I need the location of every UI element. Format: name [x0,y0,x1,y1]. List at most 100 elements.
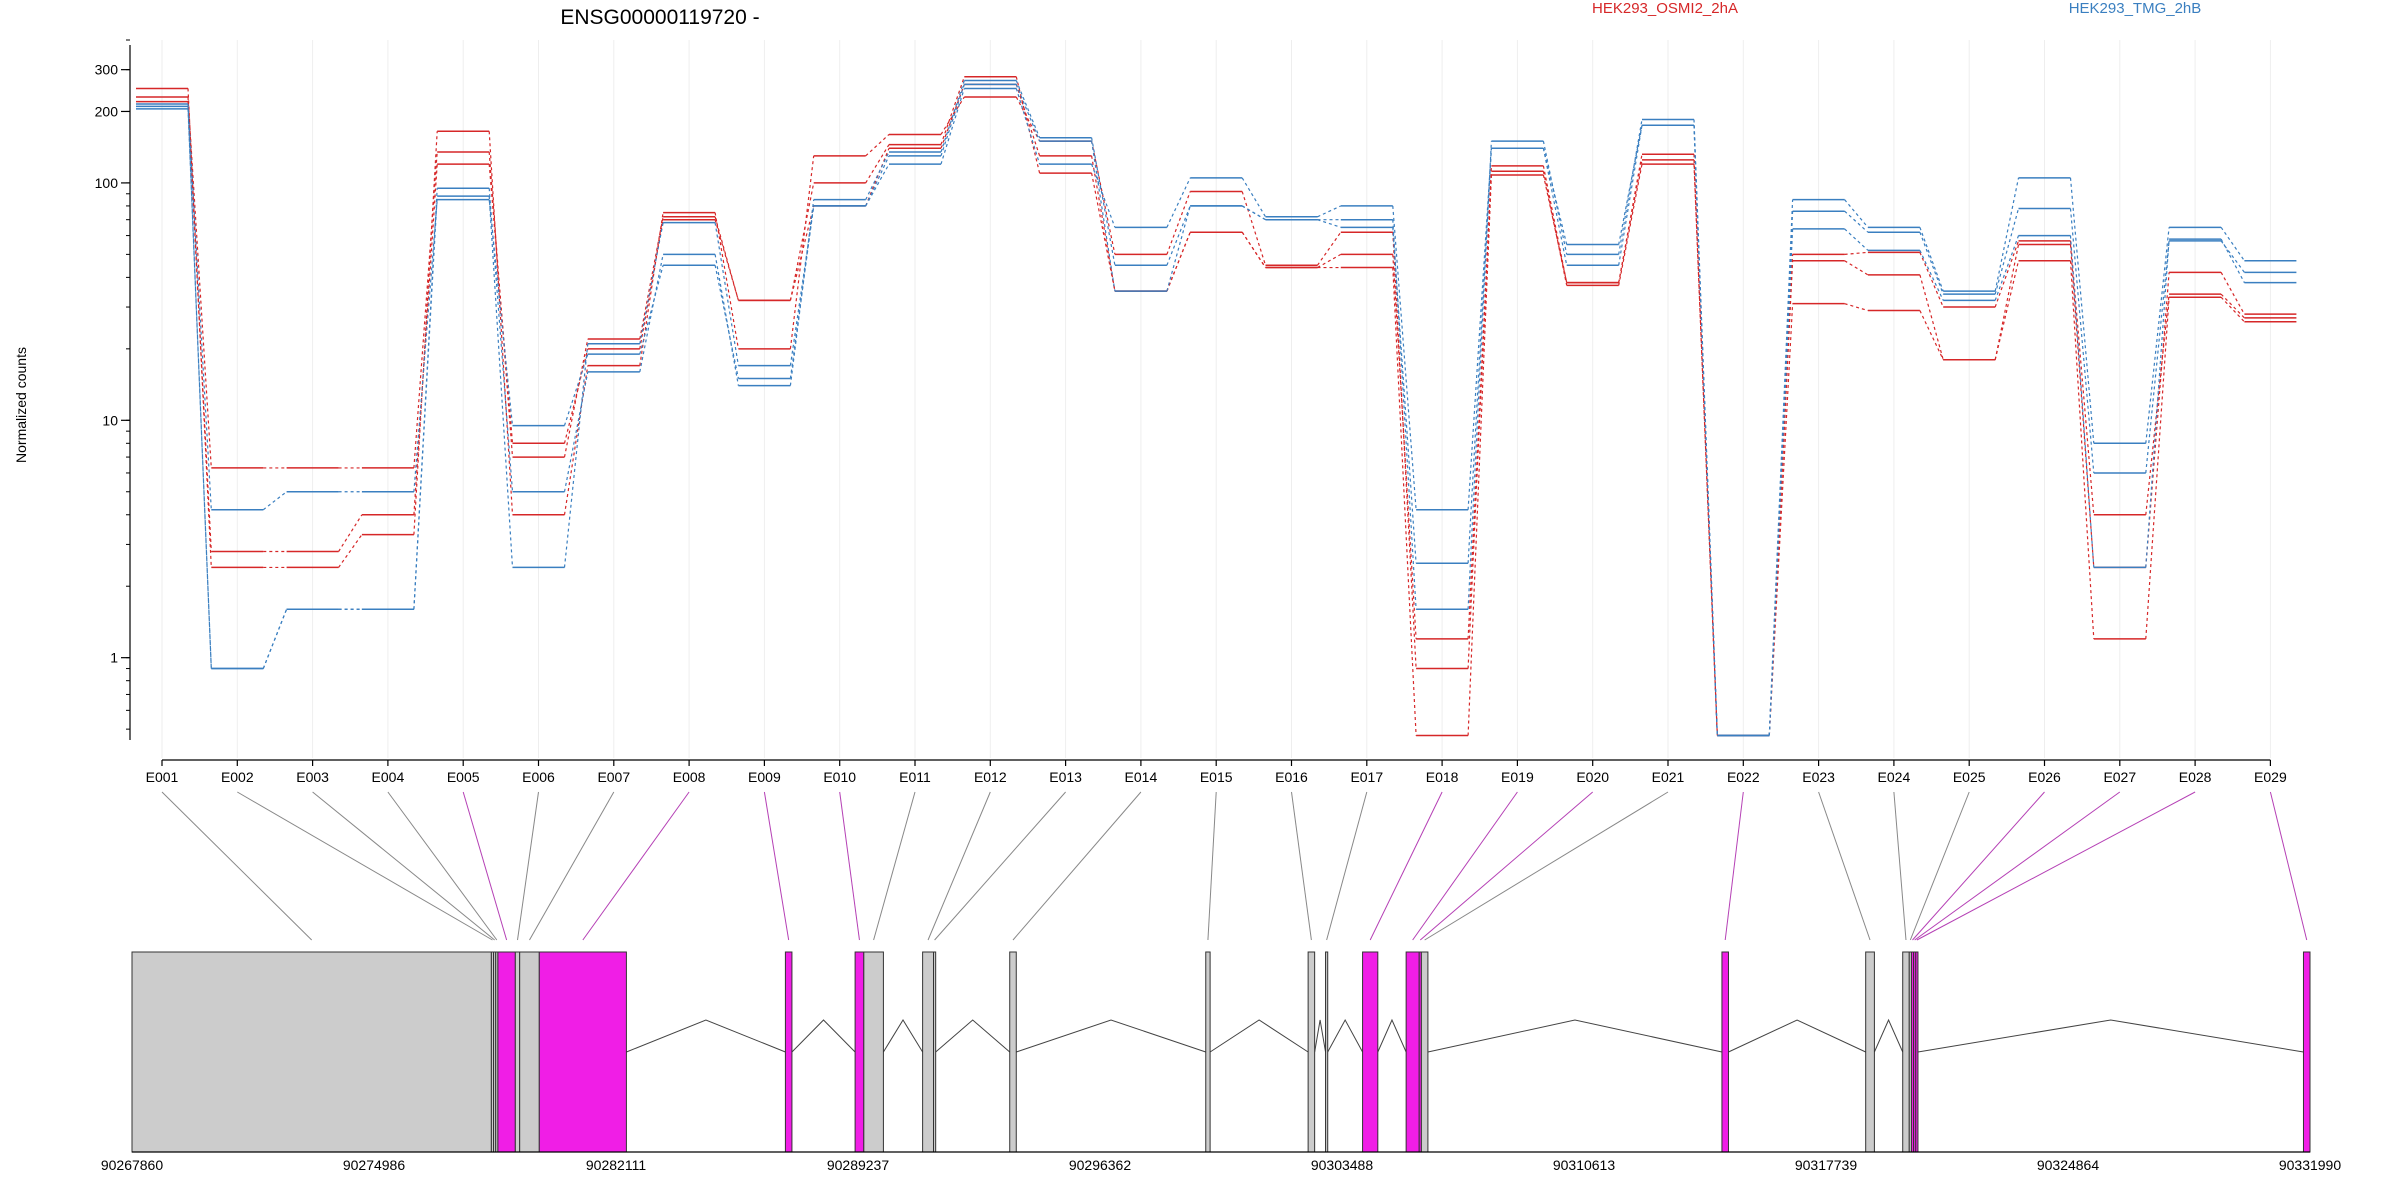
series-connector [2220,238,2245,283]
exon-E014 [1009,951,1017,1153]
connector-E019 [1412,791,1518,941]
x-tick-label-E026: E026 [2028,769,2061,785]
series-connector [789,205,815,379]
x-tick-label-E011: E011 [899,769,931,785]
x-tick-label-E006: E006 [522,769,555,785]
series-connector [1768,303,1794,736]
series-connector [1919,227,1944,292]
x-tick-label-E004: E004 [372,769,405,785]
series-connector [789,199,815,386]
series-connector [488,188,514,492]
series-connector [1618,154,1643,283]
connector-E024 [1893,791,1907,941]
connector-E027 [1914,791,2121,941]
series-connector [2145,240,2170,474]
series-connector [1392,227,1417,564]
connector-E008 [582,791,690,941]
series-connector [1542,140,1568,255]
series-connector [413,151,438,468]
coord-tick-label: 90267860 [101,1157,164,1173]
intron [1728,1019,1866,1053]
series-connector [1091,163,1116,228]
series-connector [2220,296,2245,323]
exon-connectors [161,791,2308,941]
y-tick-label: 10 [102,412,118,428]
coord-tick-label: 90303488 [1311,1157,1374,1173]
series-connector [865,144,890,184]
series-connector [1166,205,1191,292]
series-connector [1618,159,1643,283]
series-connector [940,76,965,145]
x-tick-label-E010: E010 [823,769,856,785]
intron [1327,1018,1364,1053]
series-connector [1844,251,1868,255]
connector-E003 [312,791,495,941]
legend-label-tmg: HEK293_TMG_2hB [2069,0,2202,17]
coord-tick-label: 90296362 [1069,1157,1132,1173]
series-connector [2069,177,2095,444]
exon-E015 [1205,951,1211,1153]
series-connector [940,96,965,135]
series-connector [2220,272,2245,315]
series-connector [1392,205,1417,510]
x-tick-label-E018: E018 [1426,769,1459,785]
series-connector [2220,226,2245,262]
series-connector [1166,231,1191,292]
intron [1314,1019,1327,1053]
connector-E025 [1909,791,1970,941]
series-connector [1392,254,1417,639]
x-tick-label-E023: E023 [1802,769,1835,785]
series-connector [1317,205,1342,218]
series-connector [1844,199,1869,228]
x-tick-label-E009: E009 [748,769,781,785]
series-connector [262,491,287,511]
series-connector [714,265,739,379]
series-connector [714,254,739,386]
series-connector [940,84,965,157]
series-connector [2145,297,2170,639]
series-connector [865,134,890,157]
x-tick-label-E002: E002 [221,769,254,785]
series-connector [1994,235,2020,301]
x-tick-label-E012: E012 [974,769,1007,785]
series-connector [789,205,815,366]
intron [1427,1019,1723,1053]
series-connector [262,609,288,669]
series-connector [714,216,739,301]
x-tick-label-E028: E028 [2179,769,2212,785]
exon-E022 [1721,951,1729,1153]
series-connector [1091,140,1116,255]
exon-E006 [514,951,521,1153]
x-axis: E001 E002 E003 E004 E005 E006 E007 E008 E009 E010… [146,759,2287,785]
intron [791,1019,856,1053]
exon-E016 [1307,951,1316,1153]
series-connector [1844,303,1869,312]
series-connector [1994,244,2020,360]
series-6 [136,83,2297,737]
connector-E005 [462,791,508,941]
connector-E004 [387,791,498,941]
x-tick-label-E003: E003 [296,769,329,785]
series-connector [1392,219,1417,610]
series-connector [563,353,589,426]
series-connector [1241,231,1267,268]
series-connector [940,88,965,165]
y-tick-label: 1 [110,650,118,666]
exon-E024 [1902,951,1910,1153]
y-tick-label: 300 [95,62,119,78]
x-tick-label-E019: E019 [1501,769,1534,785]
series-connector [563,348,589,444]
series-connector [1015,88,1041,165]
connector-E006 [517,791,539,941]
series-connector [940,80,965,153]
series-connector [639,222,664,344]
series-connector [639,212,664,366]
x-tick-label-E020: E020 [1576,769,1609,785]
gene-model [131,951,2311,1153]
connector-E022 [1724,791,1744,941]
exon-E012 [922,951,935,1153]
series-connector [1241,191,1267,266]
exon-E029 [2302,951,2311,1153]
x-tick-label-E025: E025 [1953,769,1986,785]
